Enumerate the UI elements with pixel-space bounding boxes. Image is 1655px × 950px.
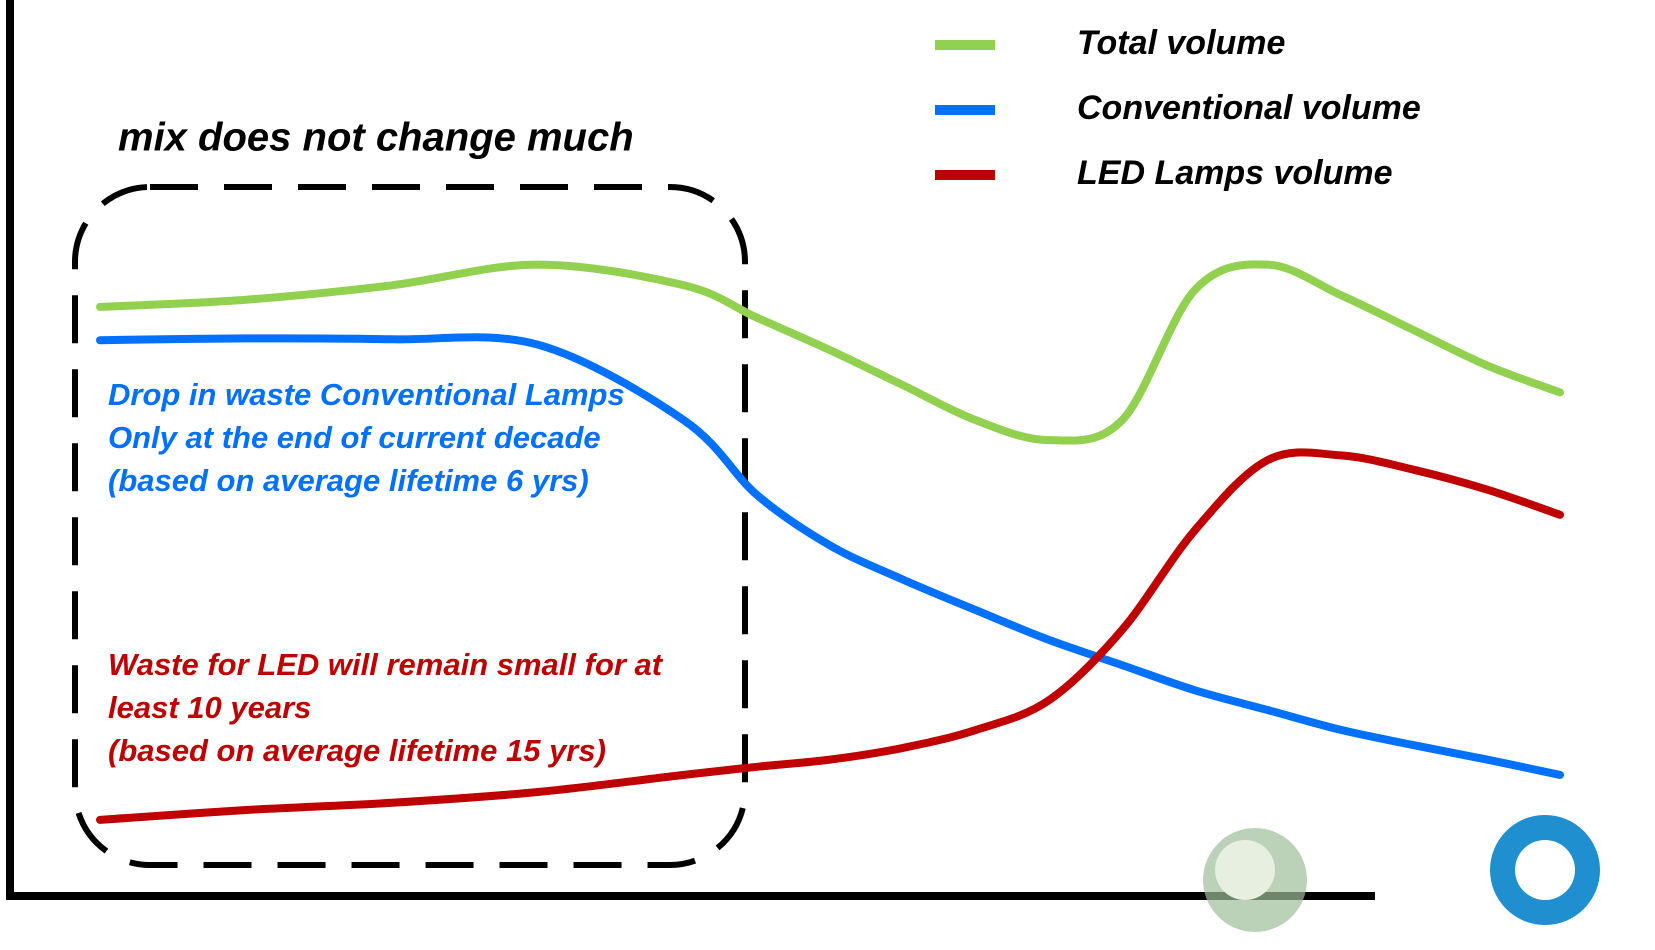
- annotation: (based on average lifetime 6 yrs): [108, 463, 589, 498]
- annotation: (based on average lifetime 15 yrs): [108, 733, 606, 768]
- legend-label: LED Lamps volume: [1077, 154, 1393, 192]
- annotation: least 10 years: [108, 690, 311, 725]
- box-label: mix does not change much: [118, 116, 634, 160]
- logo: [1203, 815, 1600, 932]
- dashed-box: [72, 184, 748, 868]
- series-line: [96, 260, 1564, 445]
- annotation: Only at the end of current decade: [108, 420, 601, 455]
- legend-label: Total volume: [1077, 24, 1285, 62]
- annotation: Waste for LED will remain small for at: [108, 647, 664, 682]
- series-line: [96, 448, 1564, 824]
- series-line: [96, 333, 1564, 779]
- annotation: Drop in waste Conventional Lamps: [108, 377, 625, 412]
- legend-label: Conventional volume: [1077, 89, 1421, 127]
